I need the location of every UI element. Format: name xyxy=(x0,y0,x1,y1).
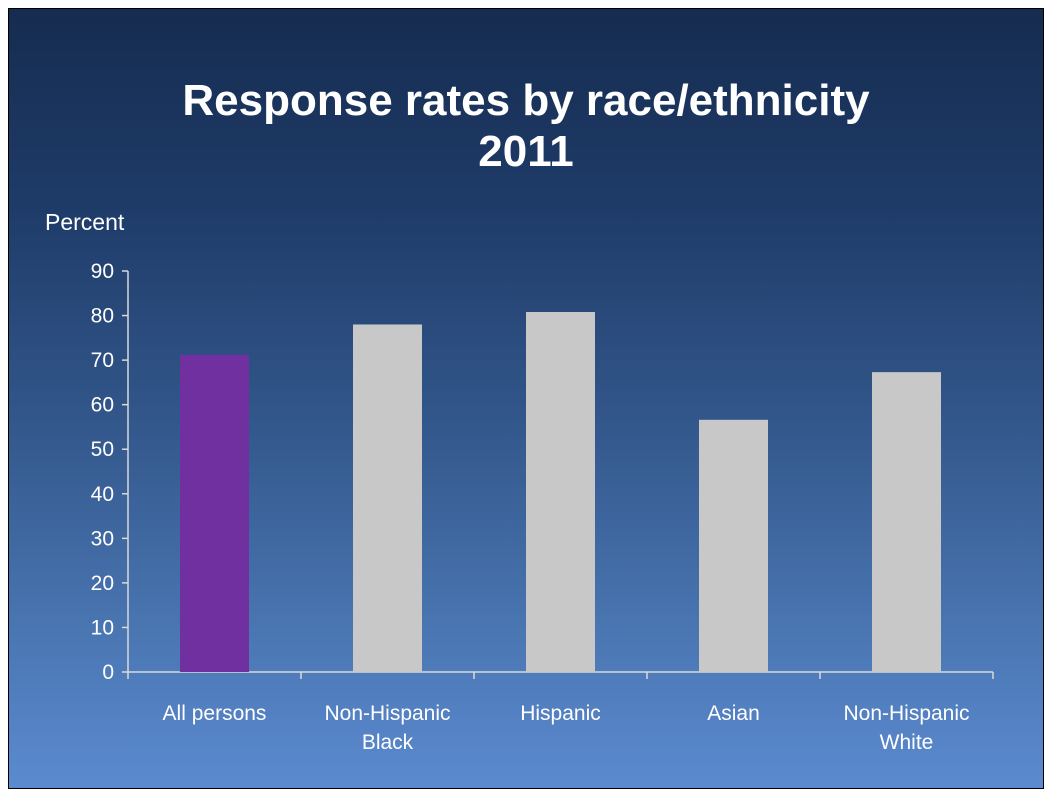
y-tick-label: 70 xyxy=(91,349,114,372)
y-axis-label: Percent xyxy=(45,209,125,235)
bar xyxy=(353,324,422,672)
x-category-label: All persons xyxy=(163,702,267,725)
x-category-label: Hispanic xyxy=(520,702,601,725)
x-category-label: Non-Hispanic Black xyxy=(324,702,450,754)
y-tick-label: 80 xyxy=(91,305,114,328)
y-tick-label: 40 xyxy=(91,483,114,506)
y-tick-label: 50 xyxy=(91,438,114,461)
y-tick-label: 90 xyxy=(91,260,114,283)
y-tick-label: 20 xyxy=(91,572,114,595)
x-category-label-line: White xyxy=(880,731,934,754)
bar-chart: 0 10 20 30 40 50 60 70 80 90 All persons Non-Hispan… xyxy=(91,260,994,754)
x-category-label-line: Black xyxy=(362,731,414,754)
bar xyxy=(872,372,941,672)
y-tick-label: 10 xyxy=(91,616,114,639)
slide: Response rates by race/ethnicity 2011 Pe… xyxy=(8,8,1044,789)
chart-title: Response rates by race/ethnicity 2011 xyxy=(9,75,1043,177)
x-category-label: Asian xyxy=(707,702,760,725)
chart-title-line-1: Response rates by race/ethnicity xyxy=(182,76,870,125)
x-category-label-line: Asian xyxy=(707,702,760,725)
chart-title-line-2: 2011 xyxy=(478,127,574,176)
bar xyxy=(699,419,768,672)
x-category-label: Non-Hispanic White xyxy=(843,702,969,754)
bar xyxy=(526,311,595,672)
x-category-label-line: All persons xyxy=(163,702,267,725)
x-category-label-line: Hispanic xyxy=(520,702,601,725)
y-tick-label: 30 xyxy=(91,527,114,550)
y-tick-label: 0 xyxy=(102,661,114,684)
x-category-label-line: Non-Hispanic xyxy=(324,702,450,725)
x-category-label-line: Non-Hispanic xyxy=(843,702,969,725)
y-tick-label: 60 xyxy=(91,394,114,417)
bar xyxy=(180,354,249,672)
